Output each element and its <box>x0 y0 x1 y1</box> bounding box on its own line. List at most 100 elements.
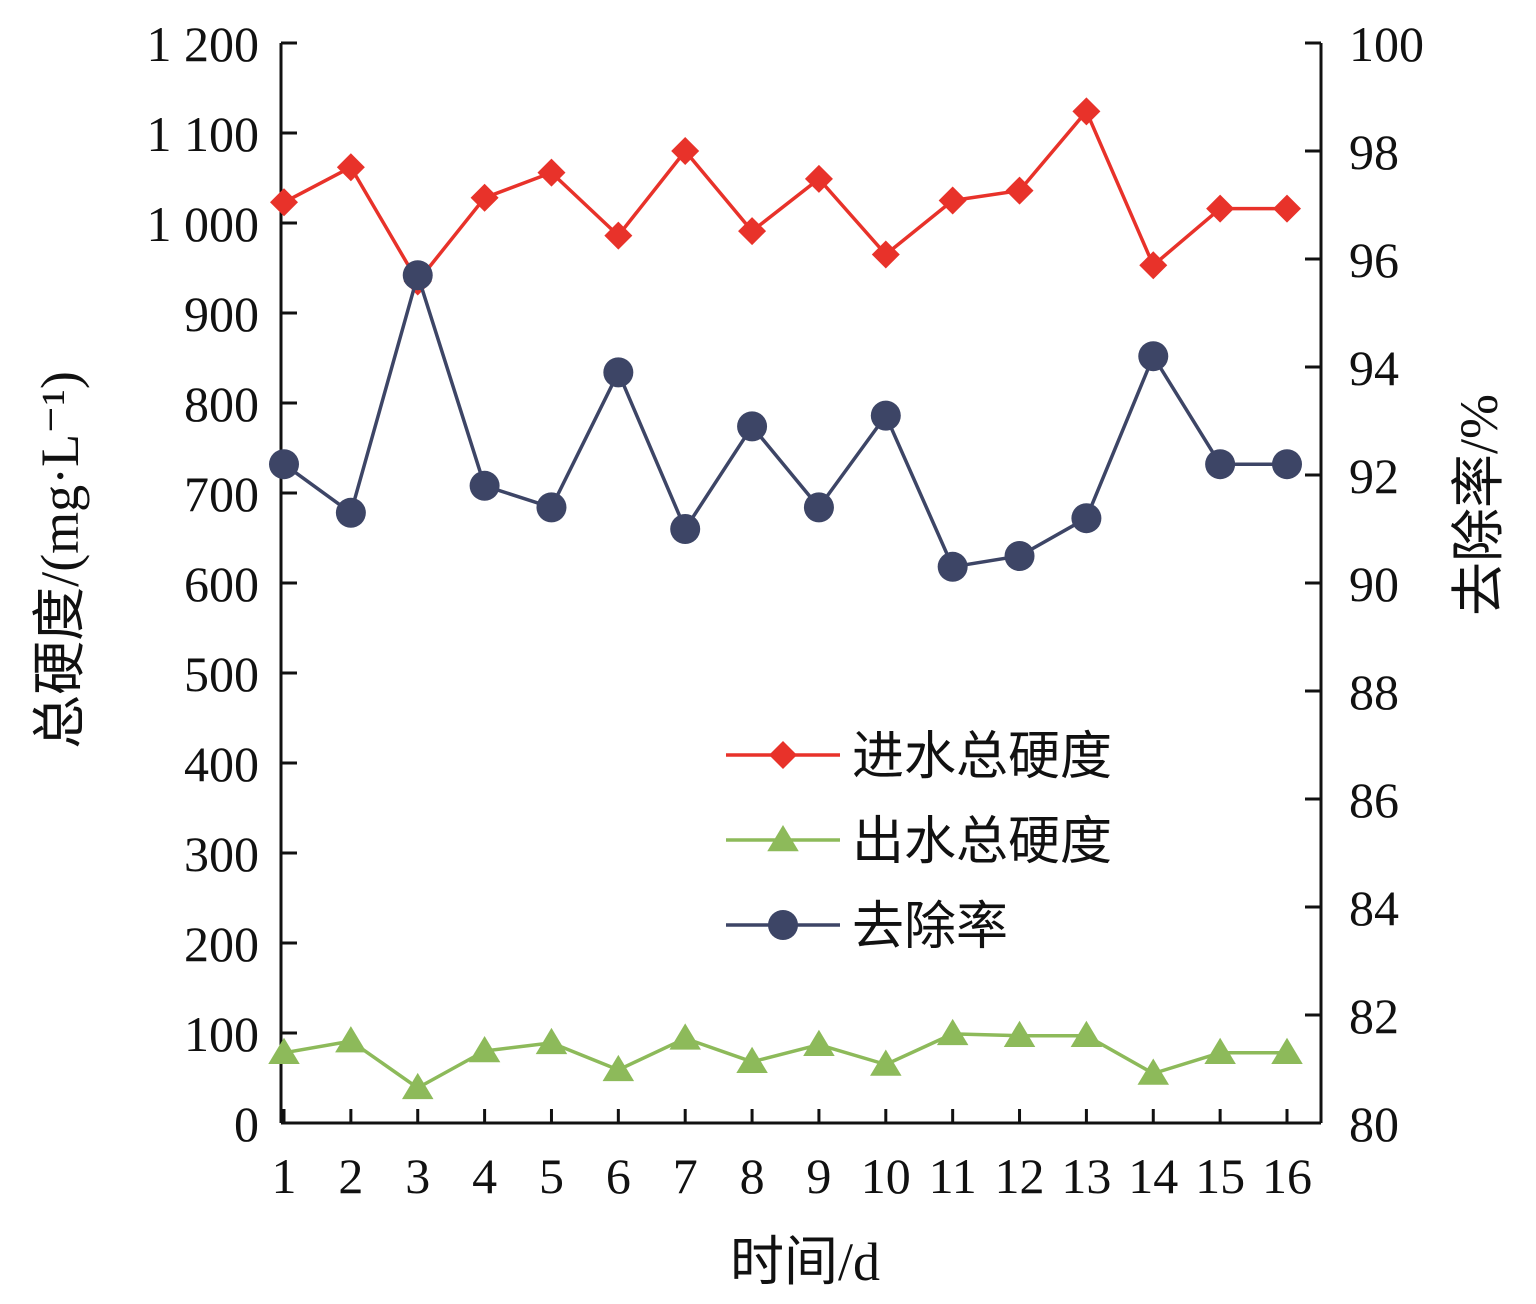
data-point-circle <box>1138 341 1169 372</box>
x-tick-label: 1 <box>272 1148 297 1204</box>
data-point-circle <box>402 260 433 291</box>
left-y-tick-label: 0 <box>234 1096 259 1152</box>
data-point-diamond <box>671 137 700 165</box>
data-point-diamond <box>804 164 833 193</box>
data-point-triangle <box>602 1054 635 1082</box>
data-point-circle <box>937 551 968 582</box>
x-tick-label: 7 <box>673 1148 698 1204</box>
data-point-triangle <box>1204 1037 1236 1065</box>
left-y-tick-label: 400 <box>184 736 259 792</box>
data-point-triangle <box>1137 1058 1170 1085</box>
data-point-circle <box>1071 503 1102 534</box>
legend-item-inlet-hardness: 进水总硬度 <box>726 729 1112 786</box>
data-point-diamond <box>938 186 967 215</box>
x-tick-label: 3 <box>405 1148 430 1204</box>
data-point-triangle <box>401 1072 434 1100</box>
data-point-diamond <box>1273 194 1301 223</box>
legend-label-outlet-hardness: 出水总硬度 <box>852 814 1112 871</box>
data-point-diamond <box>336 153 365 182</box>
legend-marker-circle <box>768 910 798 940</box>
right-y-tick-label: 100 <box>1349 16 1424 72</box>
legend-item-outlet-hardness: 出水总硬度 <box>726 814 1112 871</box>
left-y-tick-label: 1 200 <box>147 16 260 72</box>
data-point-diamond <box>1005 176 1034 205</box>
data-point-triangle <box>870 1049 902 1076</box>
data-point-circle <box>1004 541 1035 571</box>
data-point-triangle <box>1271 1037 1303 1065</box>
left-y-tick-label: 700 <box>184 466 259 522</box>
series-line <box>283 1032 1287 1090</box>
data-point-triangle <box>669 1023 701 1050</box>
data-point-circle <box>335 497 366 528</box>
x-tick-label: 14 <box>1128 1148 1178 1204</box>
data-point-triangle <box>1070 1020 1103 1047</box>
series-circle <box>269 260 1302 582</box>
x-ticks: 1 2 3 4 5 6 7 8 9 10 11 12 13 14 15 16 <box>272 1109 1312 1204</box>
data-point-circle <box>1272 449 1302 480</box>
x-tick-label: 6 <box>606 1148 631 1204</box>
data-point-triangle <box>268 1037 300 1065</box>
left-y-axis-title: 总硬度/(mg·L⁻¹) <box>30 371 90 749</box>
data-point-circle <box>803 492 834 523</box>
data-point-circle <box>870 400 901 431</box>
right-y-tick-label: 82 <box>1349 988 1399 1044</box>
data-point-diamond <box>871 240 900 269</box>
x-axis-title: 时间/d <box>730 1232 880 1292</box>
data-point-diamond <box>470 183 499 212</box>
right-y-tick-label: 96 <box>1349 232 1399 288</box>
data-point-circle <box>670 514 701 544</box>
data-point-diamond <box>1206 194 1235 223</box>
data-point-triangle <box>535 1027 568 1055</box>
right-y-tick-label: 86 <box>1349 772 1399 828</box>
series-line <box>282 273 1287 569</box>
data-point-circle <box>737 411 768 442</box>
right-y-tick-label: 98 <box>1349 124 1399 180</box>
x-tick-label: 5 <box>539 1148 564 1204</box>
right-y-axis-title: 去除率/% <box>1449 394 1509 616</box>
left-y-tick-label: 300 <box>184 826 259 882</box>
right-y-ticks: 80 82 84 86 88 90 92 94 96 98 100 <box>1305 16 1424 1152</box>
data-point-diamond <box>738 217 767 246</box>
right-y-tick-label: 92 <box>1349 448 1399 504</box>
data-point-triangle <box>803 1029 835 1056</box>
x-tick-label: 15 <box>1195 1148 1245 1204</box>
x-tick-label: 8 <box>740 1148 765 1204</box>
left-y-tick-label: 1 000 <box>147 196 260 252</box>
left-y-ticks: 0 100 200 300 400 500 600 700 800 900 1 000 1 100 1 … <box>147 16 297 1152</box>
right-y-tick-label: 90 <box>1349 556 1399 612</box>
left-y-tick-label: 800 <box>184 376 259 432</box>
series-layer <box>268 97 1303 1100</box>
x-tick-label: 11 <box>929 1148 977 1204</box>
legend-label-inlet-hardness: 进水总硬度 <box>852 729 1112 786</box>
data-point-diamond <box>537 158 566 187</box>
right-y-tick-label: 94 <box>1349 340 1399 396</box>
series-line <box>283 109 1287 284</box>
x-tick-label: 16 <box>1262 1148 1312 1204</box>
right-y-tick-label: 84 <box>1349 880 1399 936</box>
left-y-tick-label: 100 <box>184 1006 259 1062</box>
right-y-tick-label: 88 <box>1349 664 1399 720</box>
data-point-diamond <box>604 221 633 250</box>
axes-group <box>279 43 1323 1125</box>
legend-label-removal-rate: 去除率 <box>852 899 1008 956</box>
series-triangle <box>268 1018 1303 1100</box>
x-tick-label: 2 <box>338 1148 363 1204</box>
left-y-tick-label: 500 <box>184 646 259 702</box>
data-point-circle <box>1205 449 1236 480</box>
x-tick-label: 9 <box>806 1148 831 1204</box>
x-tick-label: 12 <box>995 1148 1045 1204</box>
legend-marker-triangle <box>767 825 799 852</box>
data-point-triangle <box>1003 1020 1036 1047</box>
left-y-tick-label: 600 <box>184 556 259 612</box>
data-point-circle <box>536 492 567 523</box>
data-point-triangle <box>335 1026 367 1053</box>
x-tick-label: 10 <box>861 1148 911 1204</box>
data-point-circle <box>603 357 634 388</box>
data-point-diamond <box>1139 251 1168 280</box>
right-y-tick-label: 80 <box>1349 1096 1399 1152</box>
data-point-diamond <box>270 188 298 217</box>
data-point-circle <box>469 470 500 501</box>
data-point-circle <box>269 449 299 480</box>
